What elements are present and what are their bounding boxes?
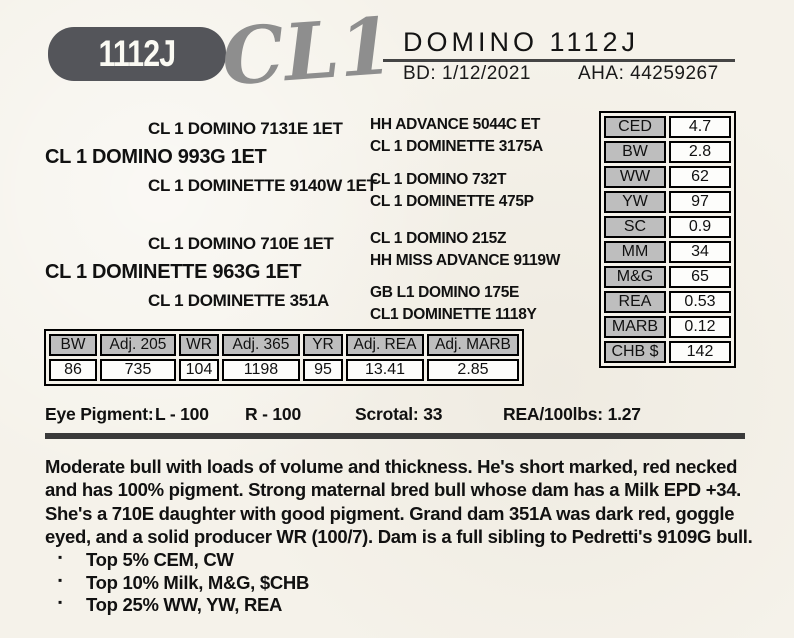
epd-value: 2.8: [669, 141, 731, 163]
epd-row: CHB $142: [604, 341, 731, 363]
epd-label: WW: [604, 166, 666, 188]
epd-label: MM: [604, 241, 666, 263]
pedigree-ggp-1: HH ADVANCE 5044C ET: [370, 116, 541, 133]
highlight-item: Top 10% Milk, M&G, $CHB: [58, 572, 309, 595]
animal-description: Moderate bull with loads of volume and t…: [45, 456, 753, 547]
pedigree-maternal-grandsire: CL 1 DOMINO 710E 1ET: [148, 234, 334, 253]
epd-value: 97: [669, 191, 731, 213]
perf-header: Adj. REA: [346, 334, 424, 356]
epd-value: 142: [669, 341, 731, 363]
eye-pigment-right: R - 100: [245, 404, 301, 424]
pedigree-dam: CL 1 DOMINETTE 963G 1ET: [45, 261, 302, 283]
epd-label: MARB: [604, 316, 666, 338]
epd-value: 0.9: [669, 216, 731, 238]
epd-label: CED: [604, 116, 666, 138]
animal-name-title: DOMINO 1112J: [403, 27, 640, 57]
pedigree-ggp-7: GB L1 DOMINO 175E: [370, 284, 520, 301]
title-underline: [383, 59, 735, 62]
epd-row: MM 34: [604, 241, 731, 263]
epd-value: 65: [669, 266, 731, 288]
epd-value: 4.7: [669, 116, 731, 138]
pedigree-paternal-granddam: CL 1 DOMINETTE 9140W 1ET: [148, 176, 377, 195]
epd-value: 34: [669, 241, 731, 263]
perf-value: 95: [303, 359, 343, 381]
eye-pigment-left: L - 100: [155, 404, 209, 424]
highlight-list: Top 5% CEM, CW Top 10% Milk, M&G, $CHB T…: [58, 549, 309, 617]
epd-row: WW 62: [604, 166, 731, 188]
epd-row: CED 4.7: [604, 116, 731, 138]
perf-header: Adj. 205: [100, 334, 176, 356]
epd-label: BW: [604, 141, 666, 163]
pedigree-ggp-8: CL1 DOMINETTE 1118Y: [370, 306, 537, 323]
epd-label: YW: [604, 191, 666, 213]
scrotal-measure: Scrotal: 33: [355, 404, 443, 424]
epd-row: MARB 0.12: [604, 316, 731, 338]
perf-value: 86: [49, 359, 97, 381]
lot-tag-label: 1112J: [98, 33, 177, 74]
epd-row: REA 0.53: [604, 291, 731, 313]
pedigree-maternal-granddam: CL 1 DOMINETTE 351A: [148, 291, 330, 310]
pedigree-ggp-6: HH MISS ADVANCE 9119W: [370, 252, 561, 269]
epd-value: 0.12: [669, 316, 731, 338]
epd-value: 62: [669, 166, 731, 188]
perf-value: 1198: [222, 359, 300, 381]
epd-row: SC 0.9: [604, 216, 731, 238]
epd-value: 0.53: [669, 291, 731, 313]
performance-table: BW Adj. 205 WR Adj. 365 YR Adj. REA Adj.…: [44, 329, 524, 386]
performance-value-row: 86 735 104 1198 95 13.41 2.85: [49, 359, 519, 381]
perf-value: 104: [179, 359, 219, 381]
perf-header: YR: [303, 334, 343, 356]
pedigree-ggp-2: CL 1 DOMINETTE 3175A: [370, 138, 543, 155]
pedigree-ggp-3: CL 1 DOMINO 732T: [370, 171, 507, 188]
highlight-item: Top 25% WW, YW, REA: [58, 594, 309, 617]
lot-tag-badge: 1112J: [48, 27, 226, 81]
epd-label: M&G: [604, 266, 666, 288]
perf-header: Adj. MARB: [427, 334, 519, 356]
stats-divider: [45, 433, 745, 439]
pedigree-paternal-grandsire: CL 1 DOMINO 7131E 1ET: [148, 119, 343, 138]
epd-row: YW 97: [604, 191, 731, 213]
perf-header: WR: [179, 334, 219, 356]
ranch-brand-logo-text: CL1: [222, 2, 396, 104]
epd-table: CED 4.7 BW 2.8 WW 62 YW 97 SC 0.9 MM 34 M&G 65 …: [599, 111, 736, 368]
performance-header-row: BW Adj. 205 WR Adj. 365 YR Adj. REA Adj.…: [49, 334, 519, 356]
perf-header: BW: [49, 334, 97, 356]
epd-label: REA: [604, 291, 666, 313]
highlight-item: Top 5% CEM, CW: [58, 549, 309, 572]
aha-registration-number: AHA: 44259267: [578, 63, 719, 84]
birth-date: BD: 1/12/2021: [403, 63, 531, 84]
rea-per-100lbs: REA/100lbs: 1.27: [503, 404, 641, 424]
pedigree-ggp-4: CL 1 DOMINETTE 475P: [370, 193, 534, 210]
epd-label: CHB $: [604, 341, 666, 363]
pedigree-ggp-5: CL 1 DOMINO 215Z: [370, 230, 507, 247]
perf-value: 2.85: [427, 359, 519, 381]
perf-value: 735: [100, 359, 176, 381]
eye-pigment-label: Eye Pigment:: [45, 404, 154, 424]
epd-row: BW 2.8: [604, 141, 731, 163]
epd-label: SC: [604, 216, 666, 238]
pedigree-sire: CL 1 DOMINO 993G 1ET: [45, 146, 267, 168]
ranch-brand-logo: CL1: [222, 2, 396, 104]
perf-header: Adj. 365: [222, 334, 300, 356]
epd-row: M&G 65: [604, 266, 731, 288]
perf-value: 13.41: [346, 359, 424, 381]
